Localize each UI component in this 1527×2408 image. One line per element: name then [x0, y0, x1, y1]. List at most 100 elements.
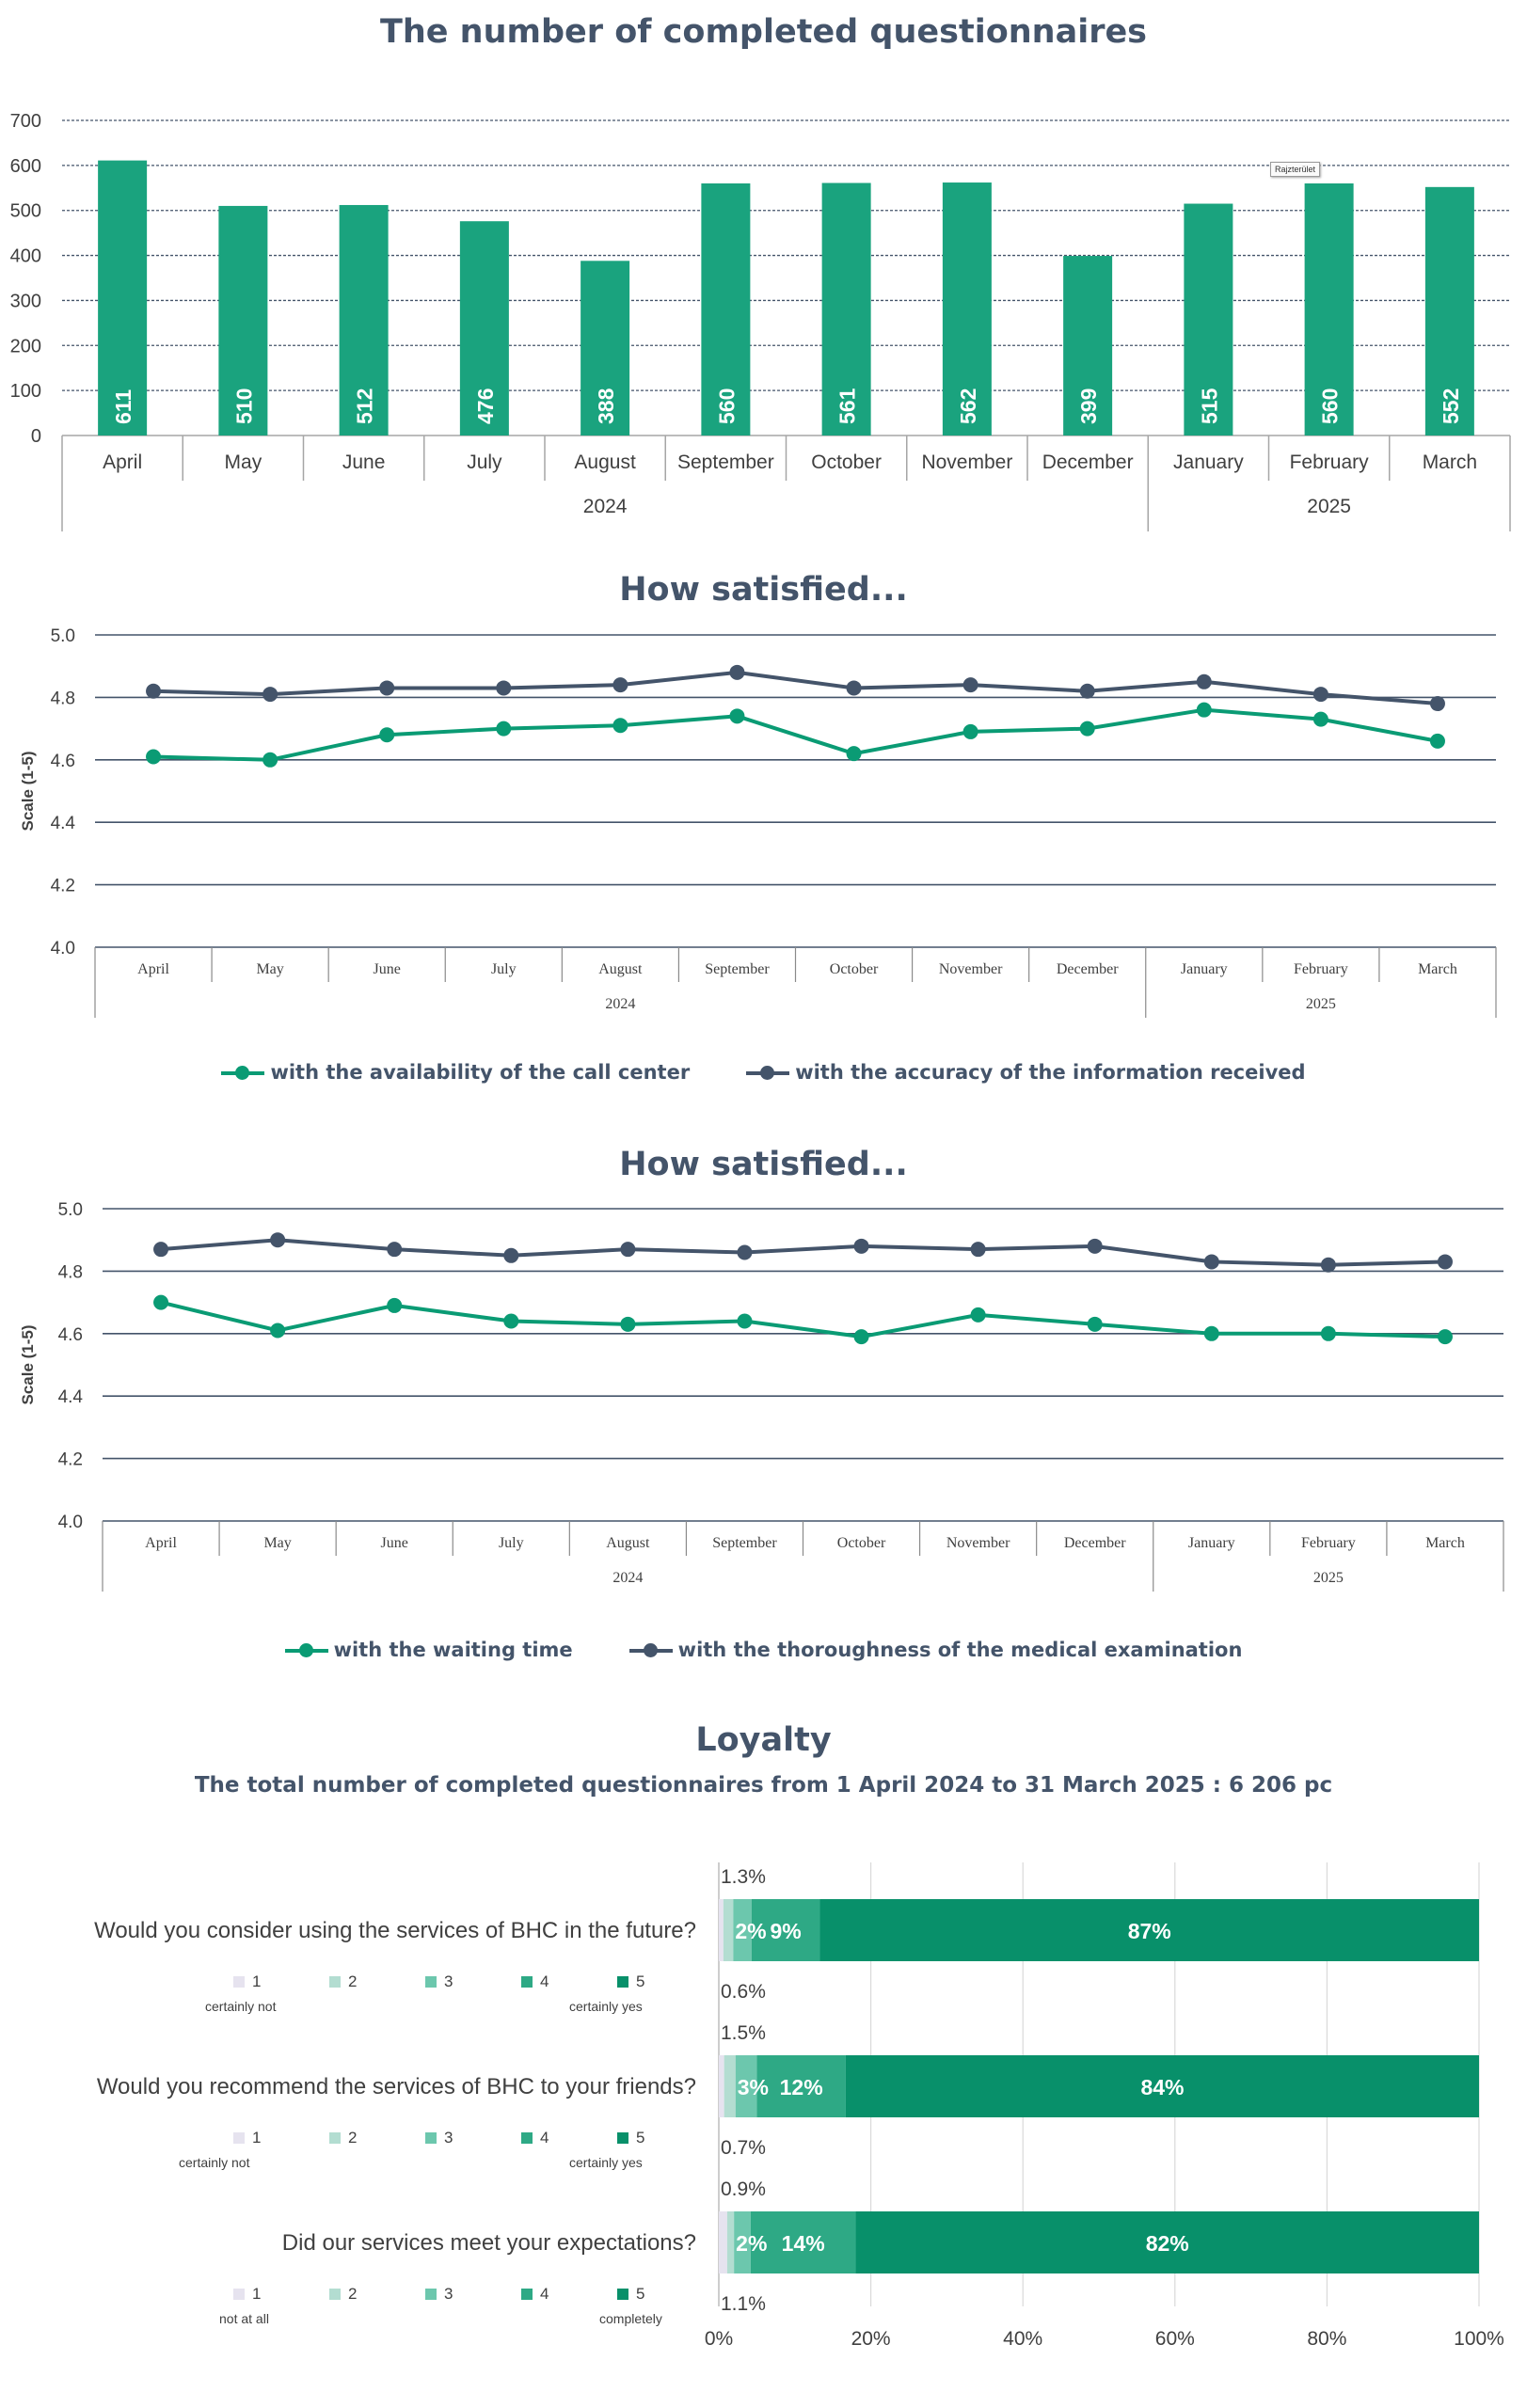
data-point: [1429, 733, 1445, 749]
stacked-segment: [735, 2055, 757, 2117]
scale-swatch: [329, 1976, 341, 1988]
scale-value: 5: [636, 2129, 645, 2147]
loyalty-subtitle: The total number of completed questionna…: [194, 1773, 1333, 1798]
group-label: 2025: [1313, 1570, 1344, 1586]
data-point: [853, 1329, 869, 1345]
stacked-segment: [733, 1899, 752, 1961]
x-tick-label: May: [263, 1535, 291, 1551]
data-point: [262, 752, 278, 768]
y-tick-label: 4.6: [51, 752, 75, 771]
data-point: [846, 746, 862, 762]
scale-legend: 1 2 3 4 5: [233, 2129, 713, 2147]
x-tick-label: December: [1042, 452, 1134, 473]
data-point: [262, 687, 278, 703]
data-point: [379, 727, 395, 743]
scale-swatch: [329, 2132, 341, 2144]
scale-swatch: [617, 2132, 628, 2144]
scale-legend-item: 4: [521, 2285, 617, 2304]
y-tick-label: 700: [10, 111, 41, 132]
segment-label-small: 1.3%: [721, 1866, 766, 1888]
data-point: [146, 749, 162, 765]
chart2-legend: with the availability of the call center…: [0, 1061, 1527, 1084]
scale-value: 3: [444, 2129, 453, 2147]
scale-high-label: certainly yes: [569, 2155, 643, 2170]
data-point: [503, 1313, 519, 1329]
data-point: [729, 664, 745, 680]
scale-legend-item: 2: [329, 1972, 425, 1991]
scale-value: 1: [252, 1972, 262, 1990]
scale-value: 1: [252, 2129, 262, 2147]
legend-item: with the accuracy of the information rec…: [746, 1061, 1306, 1084]
data-point: [1196, 673, 1212, 689]
x-tick-label: March: [1425, 1535, 1465, 1551]
scale-swatch: [521, 2132, 533, 2144]
scale-low-label: not at all: [219, 2311, 269, 2326]
scale-swatch: [617, 1976, 628, 1988]
x-tick-label: February: [1301, 1535, 1356, 1551]
data-point: [846, 680, 862, 696]
stacked-segment: [719, 2211, 727, 2273]
y-tick-label: 4.8: [58, 1262, 83, 1282]
scale-value: 4: [540, 2129, 549, 2147]
x-tick-label: September: [705, 961, 770, 977]
bar: [459, 221, 509, 436]
question-text: Did our services meet your expectations?: [281, 2230, 696, 2256]
legend-swatch: [284, 1643, 328, 1657]
scale-swatch: [521, 2289, 533, 2300]
data-point: [1087, 1316, 1103, 1332]
x-tick-label: November: [946, 1535, 1010, 1551]
y-tick-label: 600: [10, 156, 41, 177]
scale-legend-item: 3: [425, 1972, 521, 1991]
scale-legend-item: 2: [329, 2285, 425, 2304]
x-tick-label: June: [374, 961, 401, 977]
bar: [339, 204, 389, 436]
data-point: [612, 718, 628, 734]
x-tick-label: April: [137, 961, 169, 977]
y-tick-label: 500: [10, 201, 41, 222]
scale-swatch: [425, 2132, 437, 2144]
bar: [1063, 256, 1113, 436]
x-tick-label: August: [606, 1535, 650, 1551]
stacked-segment: [719, 1899, 724, 1961]
data-point: [962, 723, 978, 739]
data-point: [387, 1297, 403, 1313]
segment-label-small: 0.6%: [721, 1981, 766, 2003]
x-tick-label: January: [1188, 1535, 1235, 1551]
scale-legend-item: 4: [521, 2129, 617, 2147]
group-label: 2024: [583, 496, 628, 517]
bar: [98, 160, 148, 436]
data-point: [146, 683, 162, 699]
data-point: [1312, 711, 1328, 727]
completed-questionnaires-bar-chart: 0 100 200 300 400 500 600 700 611 April 510 May 512 J…: [10, 111, 1511, 531]
scale-legend-item: 1: [233, 2129, 329, 2147]
scale-value: 2: [348, 1972, 358, 1990]
scale-value: 2: [348, 2285, 358, 2303]
segment-label: 2%: [735, 1919, 766, 1943]
data-point: [853, 1238, 869, 1254]
y-tick-label: 4.2: [58, 1450, 83, 1470]
x-tick-label: August: [574, 452, 636, 473]
y-tick-label: 4.4: [51, 814, 76, 833]
data-point: [153, 1294, 169, 1310]
legend-swatch: [746, 1066, 790, 1080]
question-text: Would you recommend the services of BHC …: [96, 2074, 696, 2099]
x-tick-label: October: [830, 961, 879, 977]
x-tick-label: March: [1423, 452, 1477, 473]
x-tick-label: 0%: [705, 2328, 733, 2350]
x-tick-label: September: [712, 1535, 777, 1551]
data-point: [1320, 1325, 1336, 1341]
segment-label: 14%: [782, 2231, 825, 2256]
data-point: [737, 1313, 753, 1329]
scale-legend-item: 1: [233, 2285, 329, 2304]
x-tick-label: May: [256, 961, 283, 977]
x-tick-label: April: [103, 452, 142, 473]
legend-item: with the availability of the call center: [221, 1061, 690, 1084]
scale-swatch: [233, 1976, 245, 1988]
rajzterulet-tooltip: Rajzterület: [1270, 162, 1321, 177]
bar-value-label: 562: [956, 388, 980, 424]
y-tick-label: 4.0: [51, 939, 75, 958]
data-point: [1429, 696, 1445, 712]
segment-label: 3%: [738, 2075, 769, 2099]
data-point: [612, 677, 628, 693]
chart3-title: How satisfied...: [619, 1146, 908, 1183]
